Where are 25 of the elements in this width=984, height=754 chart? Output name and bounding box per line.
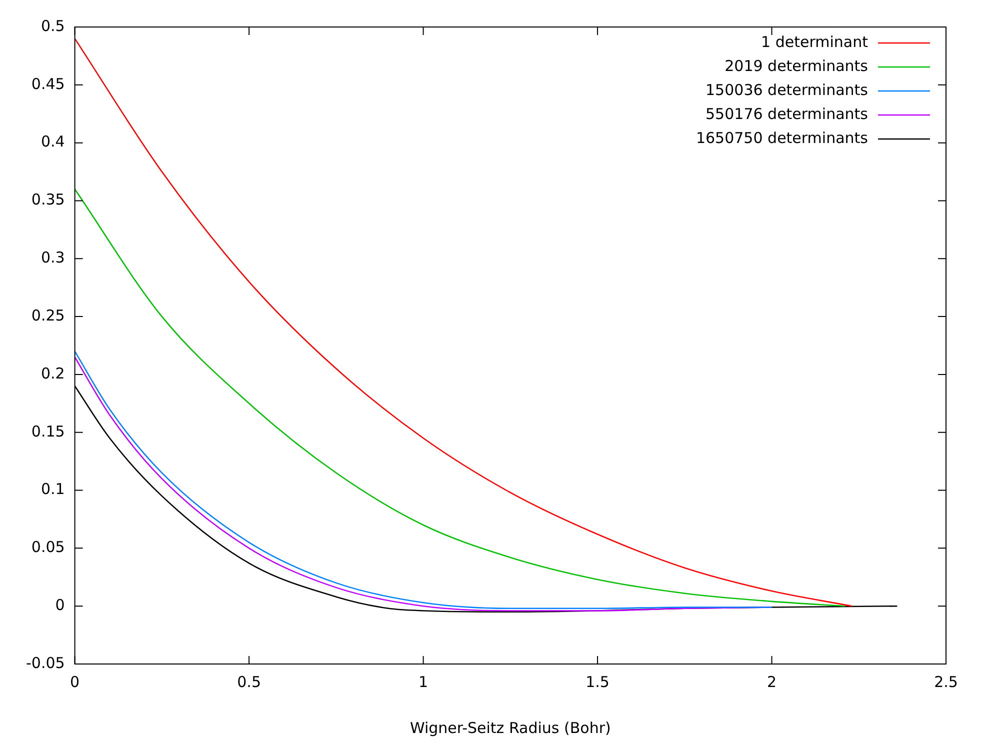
x-axis-title: Wigner-Seitz Radius (Bohr) (410, 718, 611, 737)
legend-label: 1650750 determinants (696, 128, 868, 147)
legend-label: 550176 determinants (706, 104, 868, 123)
y-tick-label: 0.35 (31, 190, 65, 209)
y-tick-label: 0.5 (40, 16, 65, 35)
legend-label: 150036 determinants (706, 80, 868, 99)
x-tick-label: 2 (766, 672, 777, 691)
y-tick-label: 0.25 (31, 306, 65, 324)
y-tick-label: 0.3 (40, 248, 65, 267)
y-tick-label: 0.05 (31, 538, 65, 556)
y-tick-label: 0.45 (31, 74, 65, 93)
y-tick-label: 0.15 (31, 422, 65, 440)
legend-label: 2019 determinants (724, 56, 868, 75)
x-tick-label: 2.5 (934, 672, 958, 691)
y-tick-label: -0.05 (26, 654, 65, 672)
y-tick-label: 0.1 (40, 480, 65, 498)
y-tick-label: 0.4 (40, 132, 65, 151)
x-tick-label: 0.5 (237, 672, 261, 691)
line-series (74, 188, 846, 607)
x-tick-label: 0 (70, 672, 80, 691)
x-tick-label: 1.5 (586, 672, 610, 691)
y-tick-label: 0 (55, 596, 65, 614)
x-tick-label: 1 (418, 672, 428, 691)
y-tick-label: 0.2 (40, 364, 65, 382)
legend-label: 1 determinant (761, 32, 868, 51)
